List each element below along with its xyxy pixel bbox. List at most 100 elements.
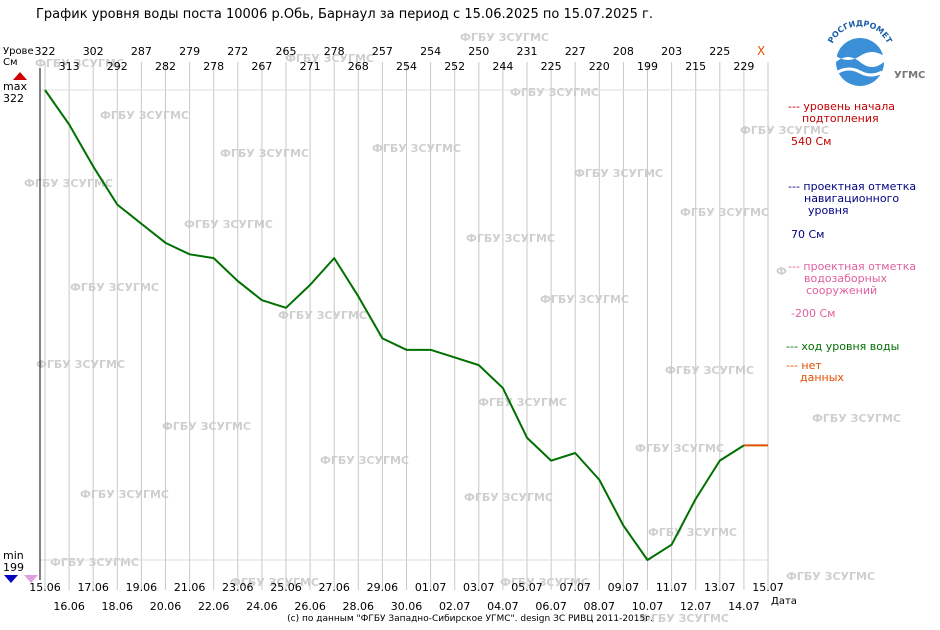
legend-nav-line-2: навигационного	[804, 192, 900, 205]
max-value: 322	[3, 92, 24, 105]
logo-ugms-text: УГМС	[894, 70, 925, 81]
legend-intake-line-1: --- проектная отметка	[788, 260, 917, 273]
x-tick-label: 23.06	[222, 581, 254, 594]
watermark-text: ФГБУ ЗСУГМС	[50, 556, 139, 569]
legend-intake-line-3: сооружений	[806, 284, 878, 297]
value-label: 272	[227, 45, 248, 58]
watermark-text: ФГБУ ЗСУГМС	[278, 309, 367, 322]
watermark-text: ФГБУ ЗСУГМС	[466, 232, 555, 245]
x-tick-label: 30.06	[391, 600, 423, 613]
watermark-text: ФГБУ ЗСУГМС	[80, 488, 169, 501]
missing-data-mark: X	[757, 44, 766, 58]
value-label: 225	[709, 45, 730, 58]
watermark-text: ФГБУ ЗСУГМС	[36, 358, 125, 371]
x-tick-label: 05.07	[511, 581, 543, 594]
y-axis-caption-line-2: См	[3, 57, 18, 68]
value-label: 229	[733, 60, 754, 73]
legend-nav-line-1: --- проектная отметка	[788, 180, 917, 193]
x-axis-caption: Дата	[771, 596, 797, 607]
value-label: 231	[517, 45, 538, 58]
watermark-text: ФГБУ ЗСУГМС	[230, 576, 319, 589]
watermark-text: ФГБУ ЗСУГМС	[460, 31, 549, 44]
value-label: 271	[300, 60, 321, 73]
max-label: max	[3, 80, 27, 93]
legend-nodata-line-2: данных	[800, 371, 844, 384]
x-tick-label: 25.06	[270, 581, 302, 594]
x-tick-label: 17.06	[77, 581, 109, 594]
legend-flood-value: 540 См	[791, 135, 832, 148]
watermark-text: ФГБУ ЗСУГМС	[500, 576, 589, 589]
legend-navigation: --- проектная отметка навигационного уро…	[788, 181, 916, 217]
value-label: 199	[637, 60, 658, 73]
value-label: 254	[420, 45, 441, 58]
watermark-text: ФГБУ ЗСУГМС	[24, 177, 113, 190]
watermark-text: ФГБУ ЗСУГМС	[635, 442, 724, 455]
series-line-0	[44, 89, 745, 561]
x-tick-label: 13.07	[704, 581, 736, 594]
watermark-text: ФГБУ ЗСУГМС	[665, 364, 754, 377]
value-label: 250	[468, 45, 489, 58]
value-label: 215	[685, 60, 706, 73]
grid-layer	[40, 62, 769, 590]
x-tick-label: 01.07	[415, 581, 447, 594]
legend-flow: --- ход уровня воды	[786, 340, 900, 353]
value-label: 220	[589, 60, 610, 73]
min-marker-icon	[4, 575, 18, 583]
max-block: max 322	[3, 81, 27, 105]
watermark-text: Ф	[776, 265, 787, 278]
legend-nav-line-3: уровня	[808, 204, 849, 217]
x-tick-label: 04.07	[487, 600, 519, 613]
value-label: 278	[203, 60, 224, 73]
max-min-markers	[4, 72, 38, 583]
value-label: 257	[372, 45, 393, 58]
value-label: 278	[324, 45, 345, 58]
x-tick-label: 24.06	[246, 600, 278, 613]
x-tick-label: 15.07	[752, 581, 784, 594]
min-label: min	[3, 549, 24, 562]
x-tick-label: 20.06	[150, 600, 182, 613]
value-label: 302	[83, 45, 104, 58]
y-axis-caption: Урове См	[3, 46, 34, 68]
x-tick-label: 29.06	[367, 581, 399, 594]
max-marker-icon	[13, 72, 27, 80]
legend-nav-value: 70 См	[791, 228, 825, 241]
legend-nodata: --- нет данных	[786, 360, 844, 384]
min-value: 199	[3, 561, 24, 574]
watermark-text: ФГБУ ЗСУГМС	[510, 86, 599, 99]
x-tick-label: 21.06	[174, 581, 206, 594]
watermark-text: ФГБУ ЗСУГМС	[220, 147, 309, 160]
value-label: 244	[492, 60, 513, 73]
credit-line: (с) по данным "ФГБУ Западно-Сибирское УГ…	[287, 614, 653, 624]
value-label: 268	[348, 60, 369, 73]
legend-flood: --- уровень начала подтопления	[788, 101, 895, 125]
watermark-text: ФГБУ ЗСУГМС	[372, 142, 461, 155]
label-layer: 3223133022922872822792782722672652712782…	[29, 45, 784, 613]
x-tick-label: 12.07	[680, 600, 712, 613]
value-label: 282	[155, 60, 176, 73]
x-tick-label: 27.06	[318, 581, 350, 594]
watermark-text: ФГБУ ЗСУГМС	[100, 109, 189, 122]
x-tick-label: 26.06	[294, 600, 326, 613]
x-tick-label: 18.06	[102, 600, 134, 613]
x-tick-label: 08.07	[584, 600, 616, 613]
intake-marker-icon	[24, 575, 38, 583]
x-tick-label: 28.06	[343, 600, 375, 613]
value-label: 225	[541, 60, 562, 73]
value-label: 313	[59, 60, 80, 73]
x-tick-label: 16.06	[53, 600, 85, 613]
value-label: 265	[276, 45, 297, 58]
watermark-text: ФГБУ ЗСУГМС	[540, 293, 629, 306]
watermark-text: ФГБУ ЗСУГМС	[648, 526, 737, 539]
watermark-text: ФГБУ ЗСУГМС	[162, 420, 251, 433]
watermark-text: ФГБУ ЗСУГМС	[786, 570, 875, 583]
watermark-text: ФГБУ ЗСУГМС	[640, 612, 729, 625]
x-tick-label: 19.06	[126, 581, 158, 594]
x-tick-label: 14.07	[728, 600, 760, 613]
legend-flood-line-1: --- уровень начала	[788, 100, 895, 113]
x-tick-label: 06.07	[535, 600, 567, 613]
value-label: 203	[661, 45, 682, 58]
value-label: 292	[107, 60, 128, 73]
value-label: 287	[131, 45, 152, 58]
value-label: 267	[251, 60, 272, 73]
